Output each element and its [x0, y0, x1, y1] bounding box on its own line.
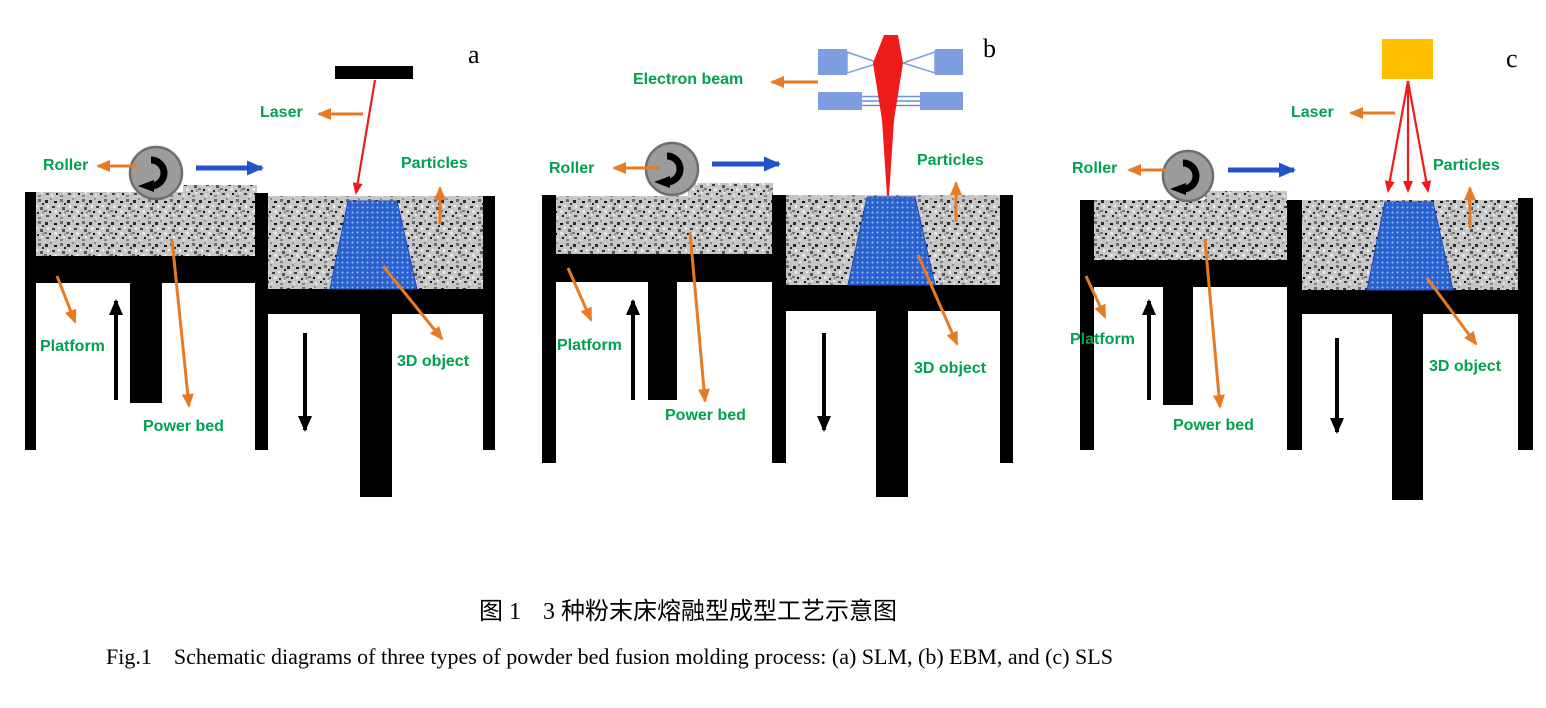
- label-particles-a: Particles: [401, 155, 468, 172]
- platform-right-c: [1302, 290, 1522, 314]
- roller-icon-b: [644, 141, 700, 197]
- container-wall-c: [1287, 200, 1302, 450]
- label-power-bed-a: Power bed: [143, 418, 224, 435]
- platform-pointer-b: [566, 267, 593, 322]
- 3d-object-pointer-a: [381, 265, 444, 341]
- panel-sls: [1080, 39, 1533, 500]
- piston-left-b: [648, 282, 677, 400]
- platform-left-c: [1094, 260, 1287, 287]
- panel-letter-b: b: [983, 34, 996, 63]
- label-3d-object-a: 3D object: [397, 353, 470, 370]
- panel-slm: [25, 66, 495, 497]
- label-laser-a: Laser: [260, 104, 303, 121]
- label-power-bed-c: Power bed: [1173, 417, 1254, 434]
- roller-icon-c: [1161, 149, 1215, 203]
- platform-pointer-a: [55, 275, 77, 324]
- 3d-object-pointer-c: [1425, 277, 1478, 346]
- fresh-powder-layer-b: [688, 183, 773, 197]
- diagram-canvas: [25, 35, 1533, 500]
- panel-letter-c: c: [1506, 44, 1518, 73]
- laser-beam-c: [1384, 80, 1410, 193]
- fresh-powder-layer-c: [1205, 191, 1287, 201]
- label-laser-c: Laser: [1291, 104, 1334, 121]
- label-roller-a: Roller: [43, 157, 89, 174]
- caption-chinese: 图 1 3 种粉末床熔融型成型工艺示意图: [479, 591, 897, 626]
- container-wall-b: [1000, 195, 1013, 463]
- caption-chinese-text: 3 种粉末床熔融型成型工艺示意图: [543, 599, 897, 625]
- label-electron-beam-b: Electron beam: [633, 71, 744, 88]
- container-wall-a: [25, 192, 36, 450]
- panel-letter-a: a: [468, 40, 480, 69]
- platform-pointer-c: [1084, 275, 1107, 319]
- label-3d-object-b: 3D object: [914, 360, 987, 377]
- caption-chinese-prefix: 图 1: [479, 599, 521, 625]
- platform-right-b: [786, 285, 1000, 311]
- laser-beam-a: [352, 79, 377, 195]
- platform-left-a: [35, 256, 255, 283]
- label-particles-b: Particles: [917, 152, 984, 169]
- powder-bed-left-c: [1094, 200, 1287, 260]
- roller-icon-a: [128, 145, 184, 201]
- label-platform-a: Platform: [40, 338, 105, 355]
- platform-left-b: [556, 254, 772, 282]
- label-power-bed-b: Power bed: [665, 407, 746, 424]
- powder-bed-left-b: [556, 196, 773, 254]
- container-wall-c: [1518, 198, 1533, 450]
- power-bed-pointer-b: [688, 231, 710, 403]
- panel-ebm: [542, 35, 1013, 497]
- 3d-object-shape-a: [329, 200, 418, 290]
- laser-beam-c: [1406, 80, 1432, 193]
- piston-left-c: [1163, 287, 1193, 405]
- label-roller-b: Roller: [549, 160, 595, 177]
- platform-right-a: [268, 289, 483, 314]
- label-3d-object-c: 3D object: [1429, 358, 1502, 375]
- container-wall-b: [542, 195, 556, 463]
- piston-right-b: [876, 311, 908, 497]
- power-bed-pointer-a: [170, 239, 194, 408]
- caption-english: Fig.1 Schematic diagrams of three types o…: [106, 644, 1113, 670]
- caption-english-text: Schematic diagrams of three types of pow…: [173, 644, 1113, 669]
- label-platform-b: Platform: [557, 337, 622, 354]
- container-wall-a: [483, 196, 495, 450]
- 3d-object-pointer-b: [916, 254, 959, 346]
- container-wall-b: [772, 195, 786, 463]
- label-particles-c: Particles: [1433, 157, 1500, 174]
- laser-source-icon-c: [1382, 39, 1433, 79]
- 3d-object-shape-b: [847, 196, 936, 286]
- powder-bed-left-a: [33, 192, 257, 256]
- electron-gun-icon-b: [818, 35, 963, 196]
- caption-english-prefix: Fig.1: [106, 644, 152, 669]
- container-wall-a: [255, 193, 268, 450]
- piston-right-c: [1392, 314, 1423, 500]
- piston-left-a: [130, 283, 162, 403]
- power-bed-pointer-c: [1203, 239, 1225, 409]
- label-roller-c: Roller: [1072, 160, 1118, 177]
- container-wall-c: [1080, 200, 1094, 450]
- fresh-powder-layer-a: [183, 185, 257, 194]
- 3d-object-shape-c: [1366, 201, 1454, 291]
- label-platform-c: Platform: [1070, 331, 1135, 348]
- laser-source-icon-a: [335, 66, 413, 79]
- piston-right-a: [360, 314, 392, 497]
